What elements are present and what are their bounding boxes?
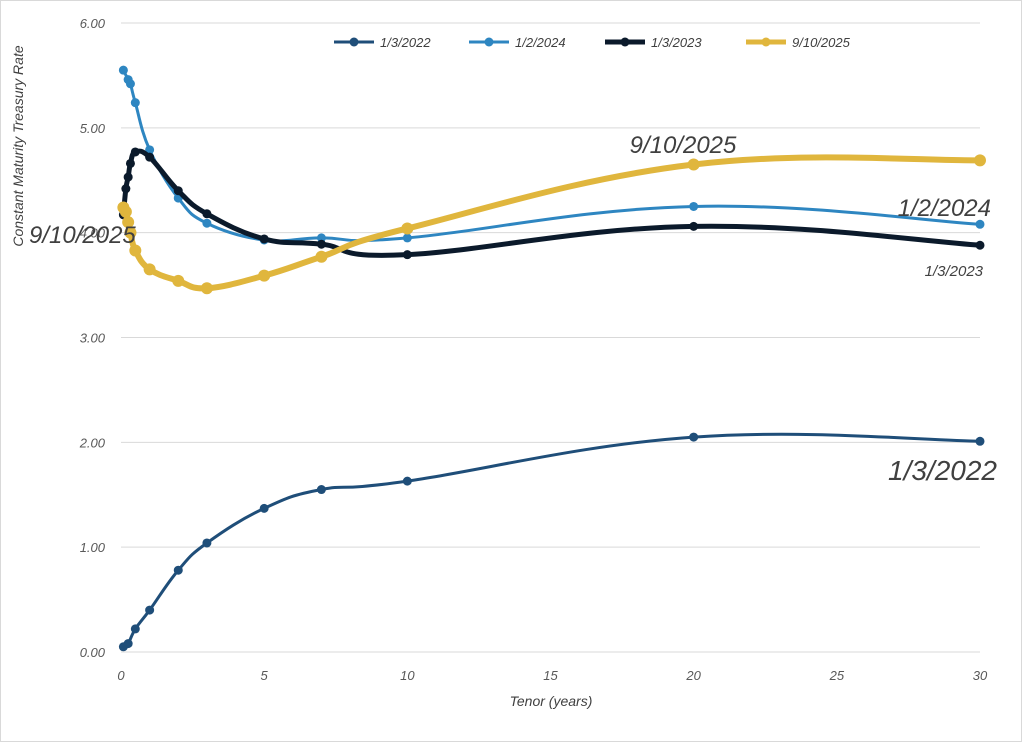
data-point [402,250,412,260]
data-point [145,605,155,615]
x-tick-label: 0 [117,668,125,683]
legend-label: 1/3/2022 [380,35,431,50]
data-point [316,485,326,495]
series-annotation: 9/10/2025 [29,222,136,249]
legend-item: 1/3/2023 [605,35,702,50]
data-point [125,158,135,168]
series-1-3-2023 [118,147,985,260]
x-tick-labels: 0 5 10 15 20 25 30 [117,668,988,683]
data-point [974,154,986,167]
legend-swatch-marker [761,37,771,47]
data-point [130,147,140,157]
series-annotation: 1/2/2024 [898,195,991,222]
data-point [258,269,271,282]
series-line [120,148,983,258]
data-point [119,205,132,218]
series-annotations: 9/10/2025 9/10/2025 1/2/2024 1/3/2023 1/3/20… [29,132,997,486]
data-point [172,274,185,287]
data-point [129,244,142,257]
series-1-3-2022 [118,432,985,652]
series-9-10-2025 [117,154,986,295]
data-point [173,565,183,575]
data-point [689,201,699,211]
legend-item: 1/3/2022 [334,35,431,50]
y-tick-label: 5.00 [80,121,106,136]
data-point [200,282,213,295]
y-axis-title: Constant Maturity Treasury Rate [10,45,26,246]
legend-item: 1/2/2024 [469,35,566,50]
y-tick-label: 3.00 [80,331,106,346]
data-point [975,219,985,229]
legend: 1/3/2022 1/2/2024 1/3/2023 9/10/2025 [334,35,851,50]
data-point [315,250,328,263]
x-tick-label: 20 [685,668,701,683]
data-point [130,624,140,634]
data-point [401,222,414,235]
gridlines [121,22,980,653]
x-tick-label: 25 [829,668,845,683]
x-tick-label: 10 [400,668,415,683]
x-tick-label: 5 [261,668,269,683]
data-point [689,432,699,442]
data-point [143,263,156,276]
data-point [202,209,212,219]
data-point [125,79,135,89]
data-point [130,98,140,108]
data-point [173,186,183,196]
data-point [145,152,155,162]
data-point [123,172,133,182]
series-annotation: 9/10/2025 [630,132,737,159]
y-tick-label: 1.00 [80,540,106,555]
series-line [120,154,983,292]
y-tick-label: 4.00 [80,226,106,241]
series-lines [117,65,986,652]
data-point [259,503,269,513]
legend-swatch-marker [620,37,630,47]
data-point [975,240,985,250]
data-point [202,218,212,228]
legend-label: 1/3/2023 [651,35,702,50]
data-point [402,233,412,243]
legend-label: 1/2/2024 [515,35,566,50]
y-tick-label: 6.00 [80,16,106,31]
data-point [121,184,131,194]
y-tick-labels: 0.00 1.00 2.00 3.00 4.00 5.00 6.00 [79,16,106,660]
x-axis-title: Tenor (years) [510,693,593,709]
series-line [121,432,982,649]
series-annotation: 1/3/2023 [925,263,984,280]
x-tick-label: 15 [543,668,558,683]
data-point [402,476,412,486]
series-annotation: 1/3/2022 [888,455,997,486]
data-point [124,226,137,239]
data-point [259,234,269,244]
data-point [689,221,699,231]
data-point [202,538,212,548]
data-point [123,639,133,649]
data-point [122,216,135,229]
legend-swatch-marker [484,37,494,47]
y-tick-label: 0.00 [80,645,106,660]
legend-label: 9/10/2025 [792,35,851,50]
legend-item: 9/10/2025 [746,35,851,50]
data-point [687,158,700,171]
legend-swatch-marker [349,37,359,47]
data-point [316,233,326,243]
y-tick-label: 2.00 [79,435,106,450]
x-tick-label: 30 [973,668,988,683]
data-point [316,239,326,249]
data-point [118,65,128,75]
data-point [975,436,985,446]
